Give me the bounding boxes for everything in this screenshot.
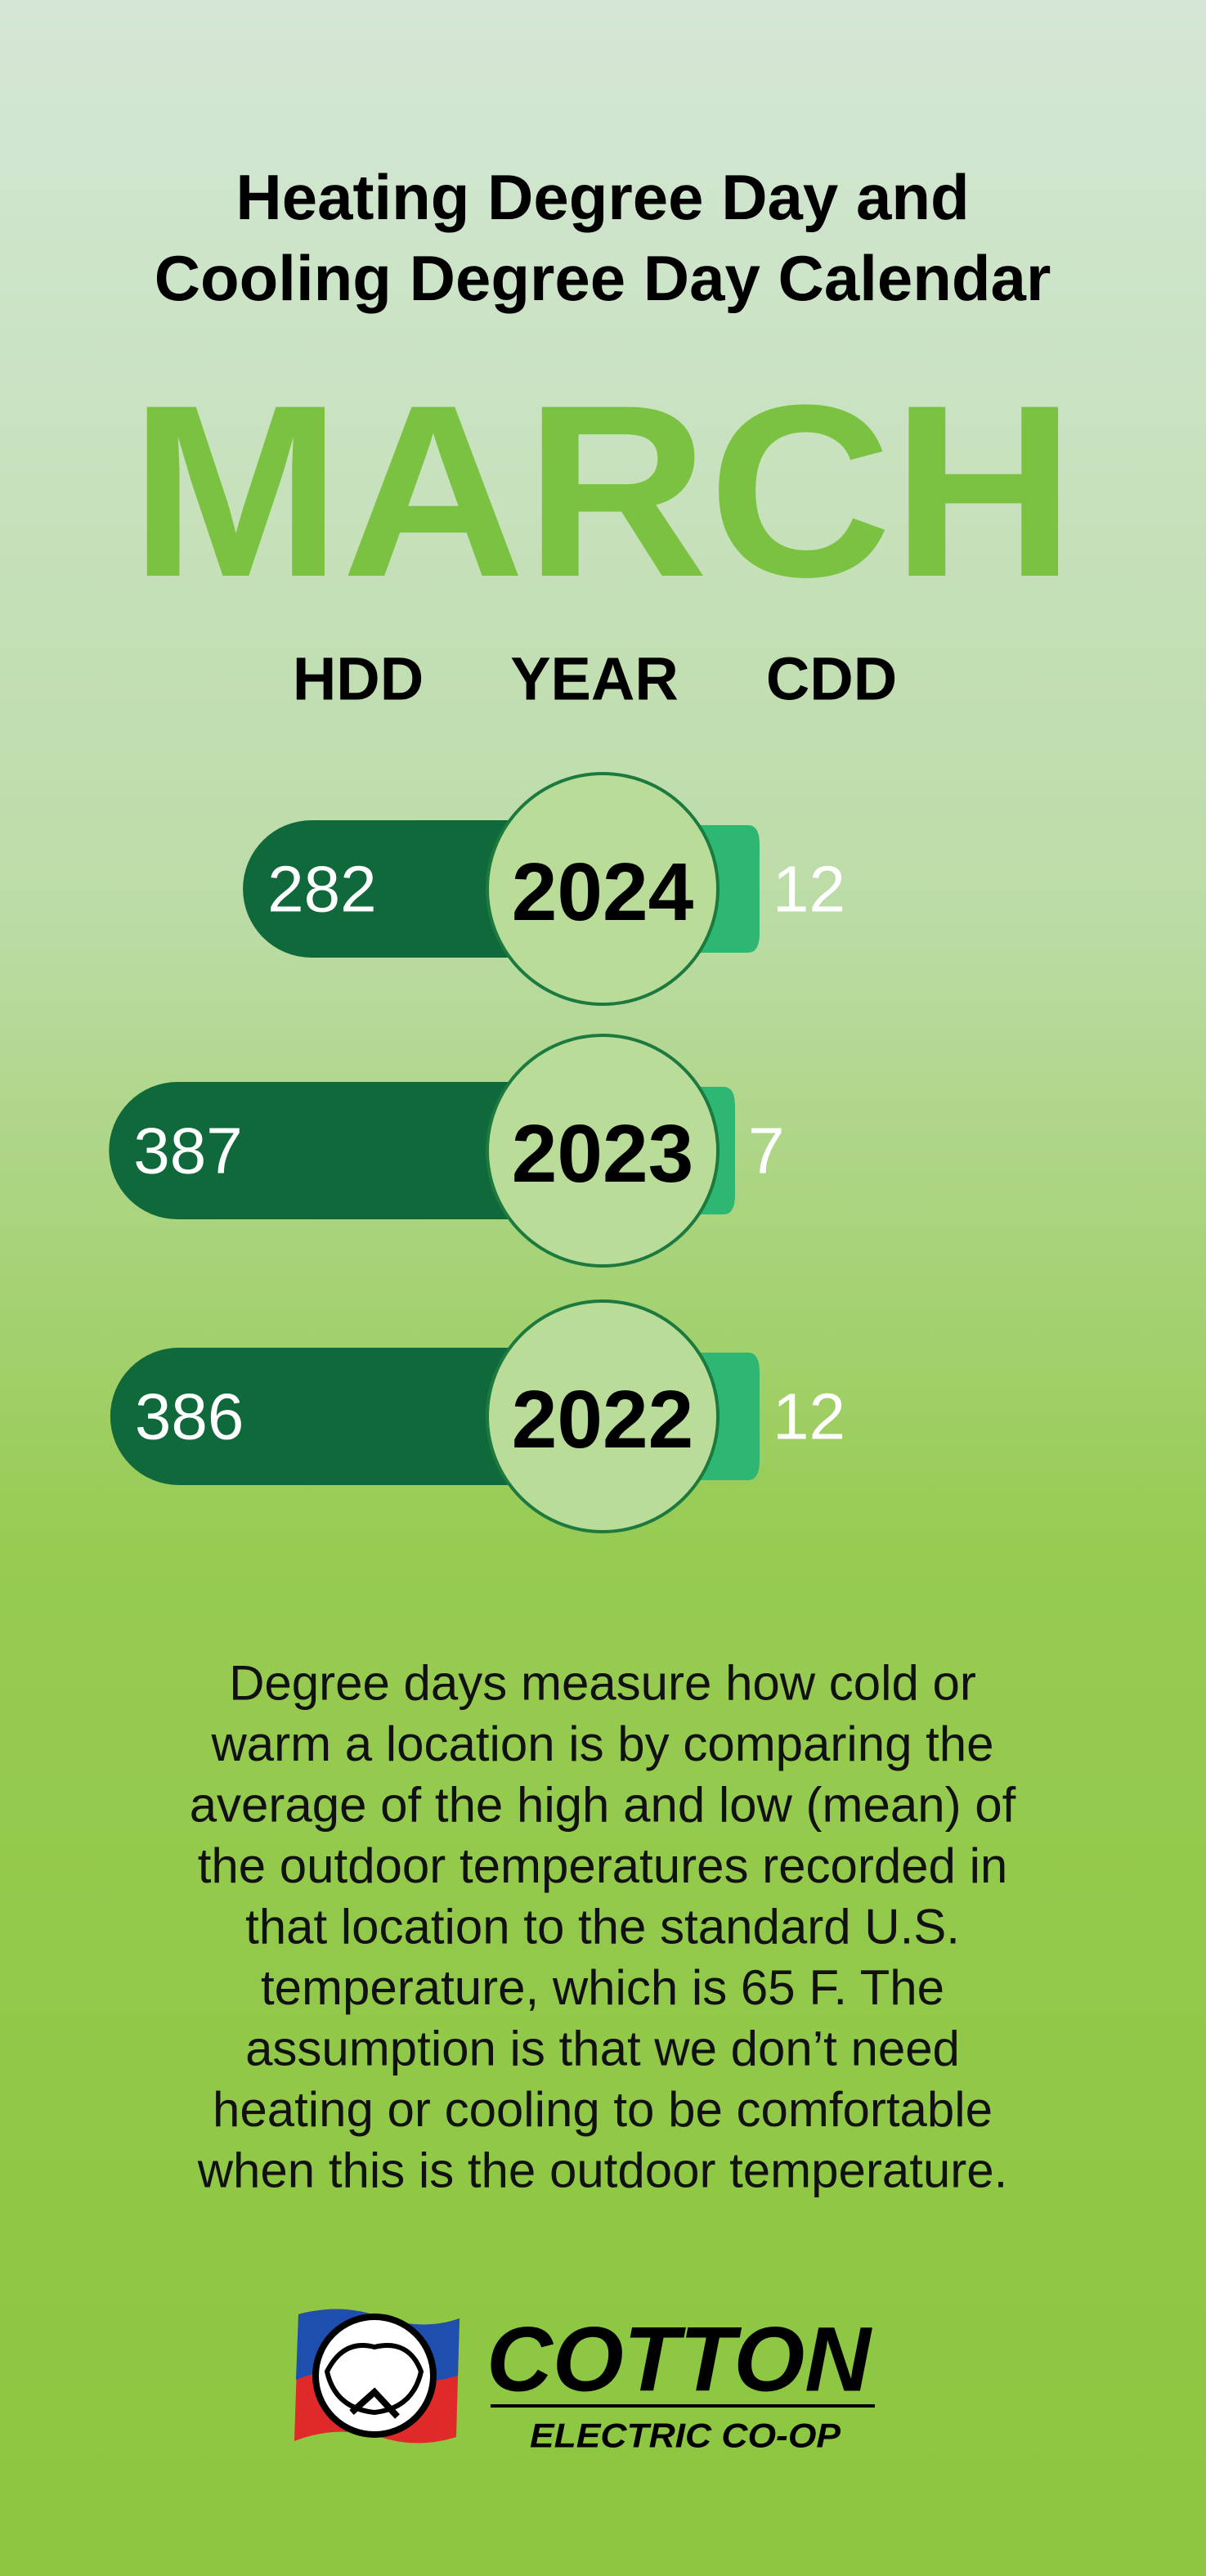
logo-name: COTTON xyxy=(486,2309,872,2411)
series-header: CDD xyxy=(766,645,897,713)
description-line: when this is the outdoor temperature. xyxy=(197,2143,1008,2198)
year-circle xyxy=(486,772,720,1006)
year-label: 2024 xyxy=(512,846,694,938)
series-header: HDD xyxy=(293,645,424,713)
category-header: YEAR xyxy=(510,645,679,713)
description-line: temperature, which is 65 F. The xyxy=(261,1960,944,2015)
title-line: Heating Degree Day and xyxy=(235,161,969,233)
description-line: Degree days measure how cold or xyxy=(229,1656,976,1711)
description-line: assumption is that we don’t need xyxy=(245,2022,960,2076)
hdd-value: 386 xyxy=(135,1380,244,1453)
logo-cotton xyxy=(312,2313,437,2438)
description-line: warm a location is by comparing the xyxy=(210,1717,993,1771)
logo-subtitle: ELECTRIC CO-OP xyxy=(530,2417,841,2455)
year-label: 2023 xyxy=(512,1108,693,1200)
description-line: average of the high and low (mean) of xyxy=(190,1778,1016,1833)
cdd-value: 12 xyxy=(773,1380,845,1453)
description: Degree days measure how cold or warm a lo… xyxy=(190,1656,1016,2198)
year-label: 2022 xyxy=(512,1374,693,1465)
description-line: that location to the standard U.S. xyxy=(245,1900,960,1954)
logo-stem xyxy=(349,2387,400,2419)
month-title: MARCH xyxy=(130,353,1075,628)
hdd-value: 282 xyxy=(267,853,376,926)
hdd-bar xyxy=(110,1348,603,1485)
hdd-bar xyxy=(109,1082,603,1219)
year-circle xyxy=(486,1299,720,1533)
title-line: Cooling Degree Day Calendar xyxy=(155,242,1051,314)
description-line: heating or cooling to be comfortable xyxy=(213,2082,993,2137)
year-circle xyxy=(486,1034,720,1268)
logo: COTTON ELECTRIC CO-OP xyxy=(294,2309,875,2455)
hdd-value: 387 xyxy=(133,1115,242,1187)
logo-cotton-outline xyxy=(324,2343,424,2416)
cdd-value: 7 xyxy=(748,1115,785,1187)
cdd-value: 12 xyxy=(773,853,845,926)
chart: 2024 282 12 2023 387 7 2022 386 12 xyxy=(109,772,845,1533)
description-line: the outdoor temperatures recorded in xyxy=(198,1838,1008,1893)
